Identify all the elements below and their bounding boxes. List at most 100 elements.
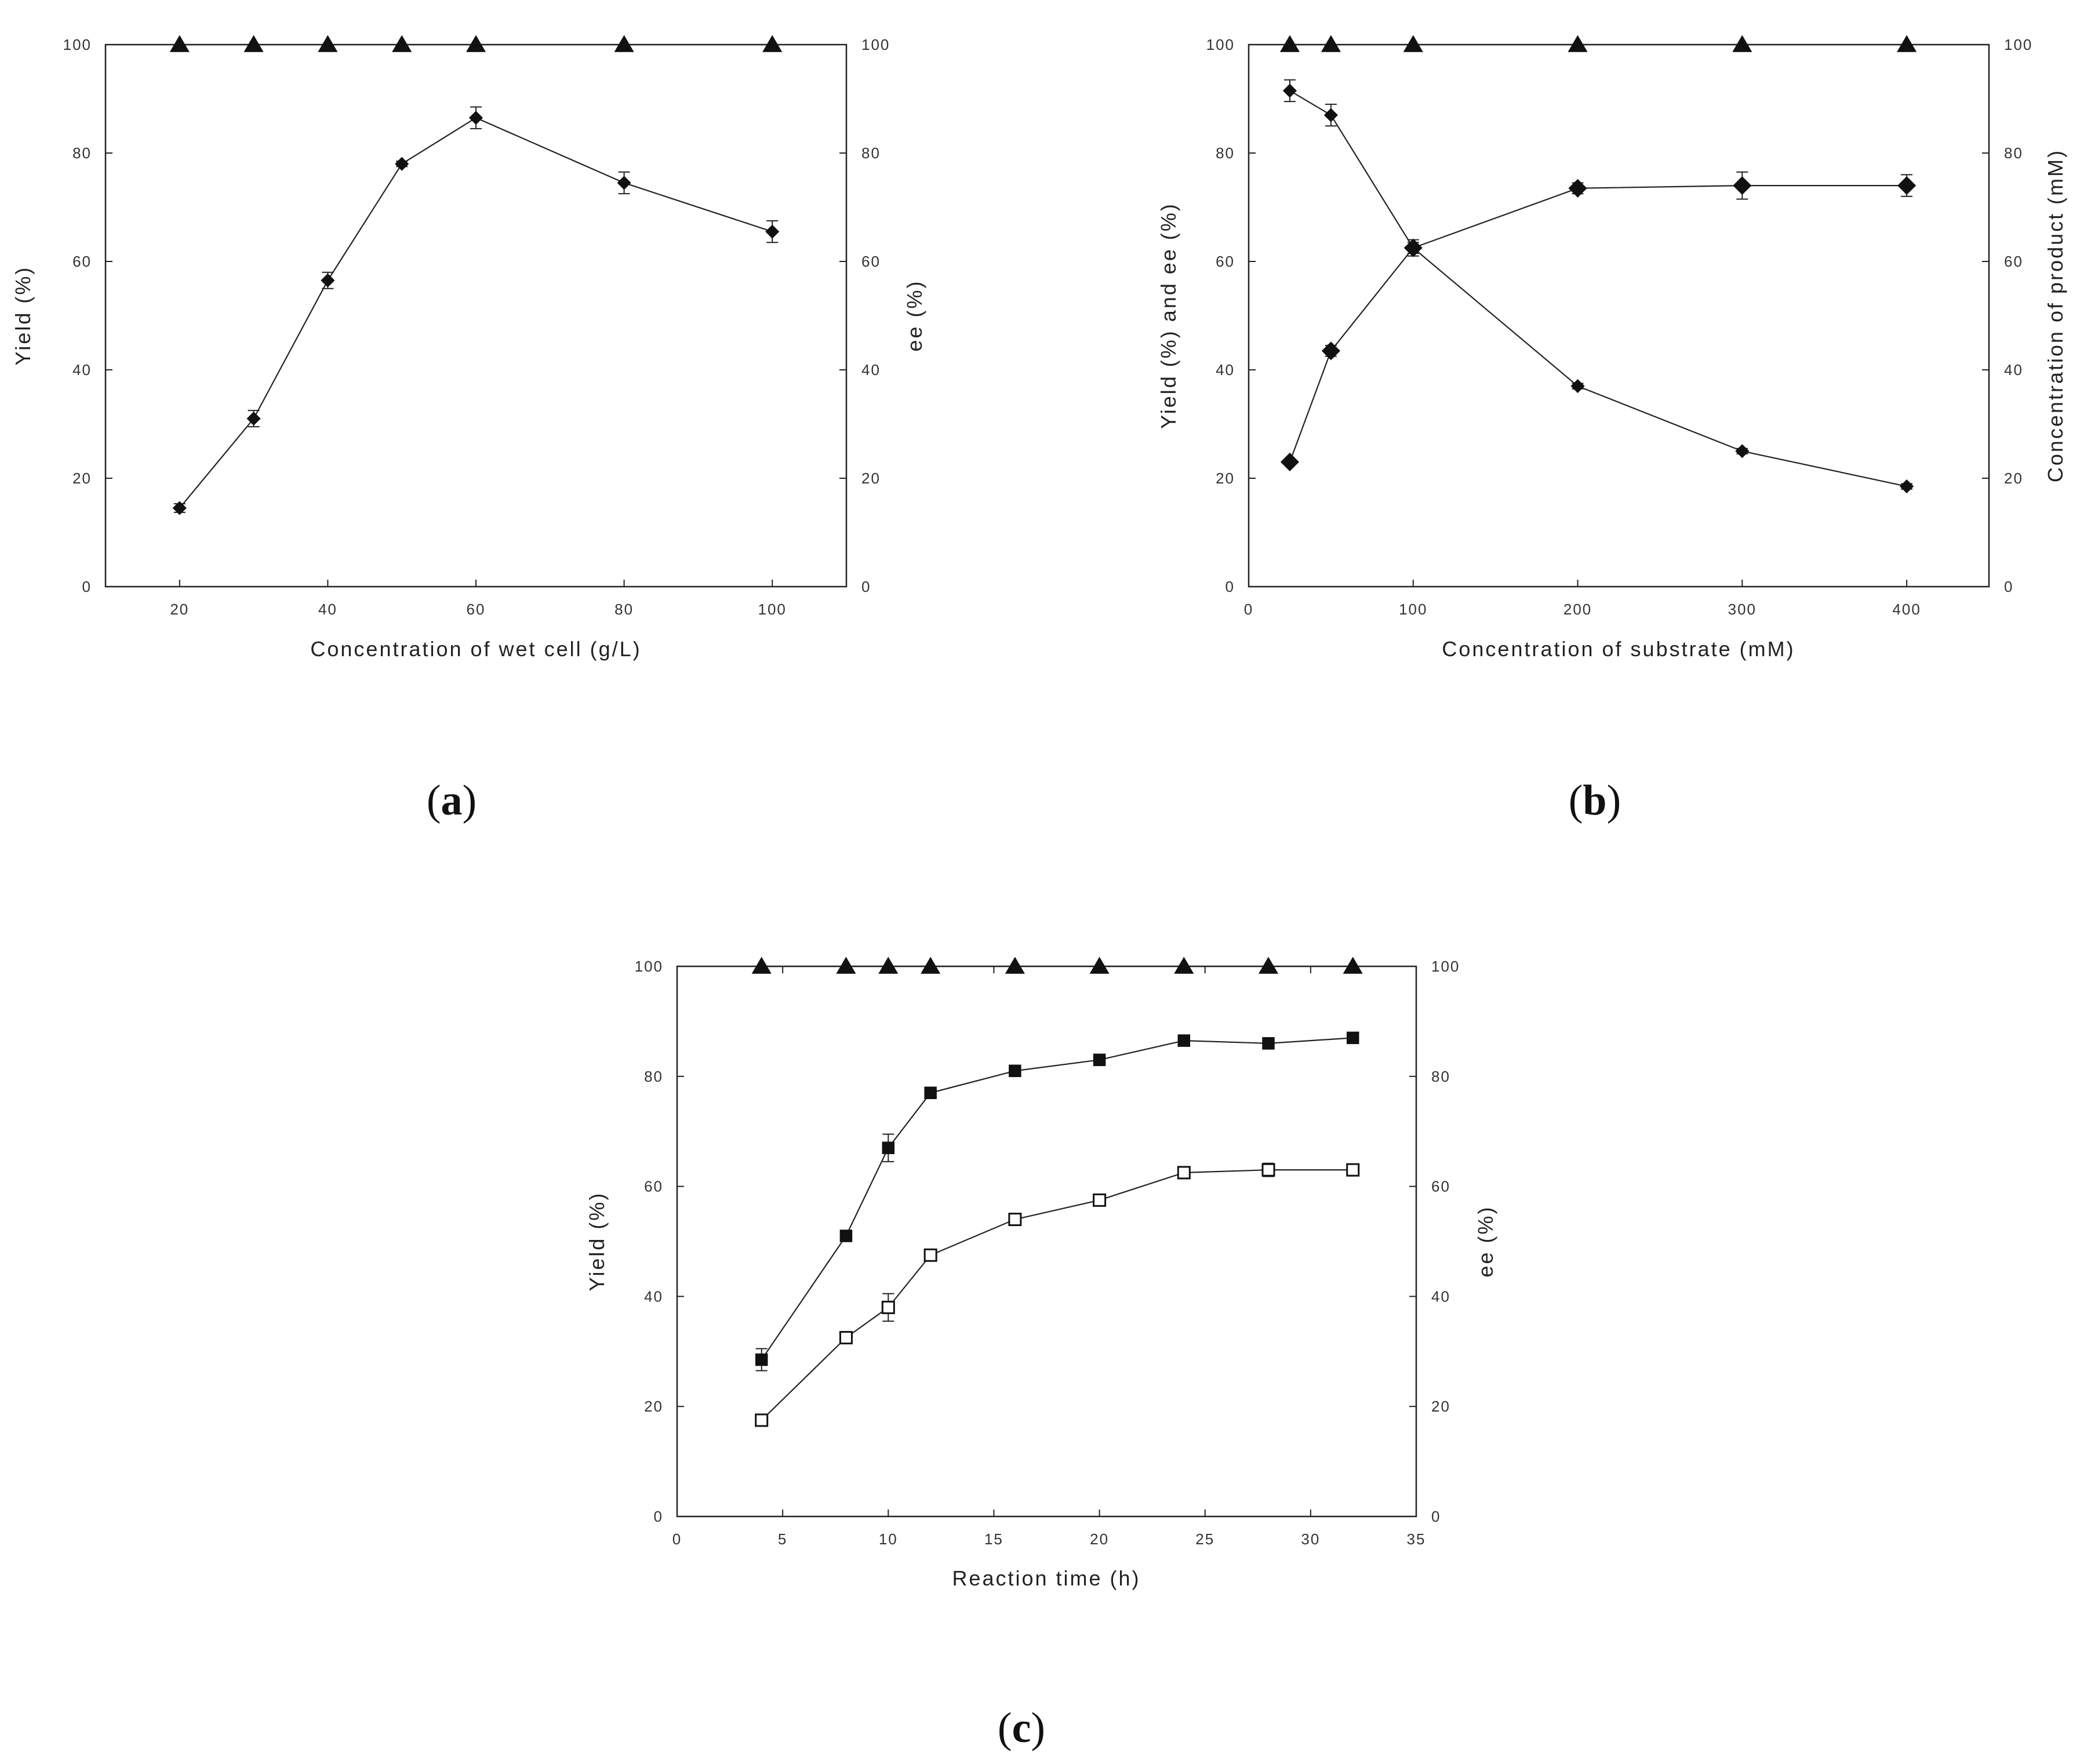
data-point — [1403, 238, 1423, 257]
data-point — [169, 35, 190, 52]
data-point — [1568, 179, 1587, 198]
data-point — [1009, 1064, 1021, 1078]
panel-label-open-paren: ( — [1569, 777, 1583, 824]
series-1-diamond-filled-large — [1280, 171, 1917, 472]
x-tick-label: 20 — [1090, 1530, 1109, 1548]
data-point — [395, 157, 409, 171]
y-tick-label: 40 — [72, 361, 92, 379]
data-point — [392, 35, 412, 52]
panel-label: (a) — [427, 777, 477, 824]
panel-label: (c) — [998, 1704, 1045, 1752]
y2-axis-label: ee (%) — [903, 279, 926, 351]
data-point — [762, 35, 783, 52]
chart-panel-a: 20 40 60 80 100 0 20 40 60 80 100 0 20 40 60 80 100 Conce… — [11, 35, 926, 824]
series-line — [761, 1169, 1353, 1421]
y2-tick-label: 40 — [1431, 1287, 1450, 1305]
data-point — [1568, 35, 1588, 52]
y-tick-label: 100 — [1206, 36, 1235, 53]
data-point — [1403, 35, 1423, 52]
data-point — [755, 1413, 769, 1427]
data-point — [1733, 176, 1752, 195]
data-point — [1735, 444, 1750, 459]
series-line — [761, 1037, 1353, 1361]
data-point — [1008, 1213, 1022, 1227]
data-point — [246, 412, 261, 426]
data-point — [1346, 1031, 1359, 1045]
series-line — [179, 117, 773, 509]
data-point — [1177, 1034, 1191, 1047]
y-tick-label: 0 — [82, 578, 92, 595]
y-tick-label: 60 — [72, 253, 92, 270]
y2-tick-label: 80 — [861, 144, 881, 162]
data-point — [1323, 108, 1338, 122]
y2-tick-label: 100 — [861, 36, 890, 53]
y2-tick-label: 20 — [1431, 1398, 1450, 1415]
y-axis-label: Yield (%) — [585, 1192, 609, 1292]
panel-label-close-paren: ) — [1607, 777, 1621, 824]
y-tick-label: 20 — [1216, 470, 1235, 487]
data-point — [1321, 35, 1341, 52]
x-axis-label: Concentration of wet cell (g/L) — [310, 637, 641, 661]
data-point — [1177, 1166, 1191, 1180]
y2-tick-label: 0 — [861, 578, 871, 595]
panel-label: (b) — [1569, 777, 1621, 824]
series-2-triangle-filled — [1279, 35, 1917, 52]
y-tick-label: 100 — [635, 958, 663, 975]
y2-tick-label: 0 — [1431, 1508, 1441, 1525]
panel-label-letter: b — [1583, 777, 1606, 824]
data-point — [1279, 35, 1300, 52]
y-tick-label: 40 — [1216, 361, 1235, 379]
y-tick-label: 60 — [1216, 253, 1235, 270]
x-tick-label: 60 — [467, 601, 486, 618]
y-tick-label: 0 — [1225, 578, 1235, 595]
y2-axis-label: ee (%) — [1474, 1205, 1497, 1277]
data-point — [1261, 1163, 1275, 1177]
data-point — [1570, 379, 1585, 394]
y2-tick-label: 100 — [2004, 36, 2032, 53]
y-tick-label: 60 — [644, 1178, 663, 1195]
y-axis-label: Yield (%) and ee (%) — [1157, 202, 1180, 429]
data-point — [1732, 35, 1752, 52]
y-tick-label: 80 — [1216, 144, 1235, 162]
data-point — [1258, 956, 1279, 974]
data-point — [839, 1230, 853, 1242]
x-tick-label: 40 — [318, 601, 337, 618]
panel-label-close-paren: ) — [1031, 1704, 1045, 1752]
chart-panel-b: 0 100 200 300 400 0 20 40 60 80 100 0 20 40 60 80 100 Con… — [1157, 35, 2067, 824]
series-0-diamond-filled — [172, 106, 780, 515]
data-point — [1897, 176, 1917, 195]
x-tick-label: 10 — [879, 1530, 898, 1548]
x-tick-label: 5 — [778, 1530, 787, 1548]
x-axis-label: Reaction time (h) — [952, 1566, 1140, 1590]
x-tick-label: 30 — [1301, 1530, 1320, 1548]
x-tick-label: 80 — [614, 601, 634, 618]
data-point — [1089, 956, 1110, 974]
data-point — [755, 1353, 768, 1366]
series-line — [1289, 90, 1907, 488]
x-tick-label: 0 — [1244, 601, 1253, 618]
data-point — [1280, 452, 1300, 472]
data-point — [172, 501, 187, 515]
data-point — [839, 1331, 853, 1345]
x-tick-label: 25 — [1195, 1530, 1214, 1548]
y2-axis-label: Concentration of product (mM) — [2043, 149, 2067, 482]
plot-frame — [676, 965, 1417, 1518]
panel-label-letter: c — [1012, 1704, 1031, 1752]
series-2-triangle-filled — [751, 956, 1363, 974]
panel-label-close-paren: ) — [463, 777, 477, 824]
y2-tick-label: 40 — [861, 361, 881, 379]
panel-label-open-paren: ( — [998, 1704, 1012, 1752]
y2-tick-label: 80 — [1431, 1068, 1450, 1085]
data-point — [1282, 83, 1297, 98]
data-point — [1093, 1193, 1107, 1207]
data-point — [765, 224, 780, 239]
y-tick-label: 40 — [644, 1287, 663, 1305]
series-0-square-filled — [755, 1031, 1359, 1372]
data-point — [923, 1248, 937, 1262]
data-point — [1321, 341, 1340, 361]
data-point — [1897, 35, 1917, 52]
series-line — [1289, 185, 1907, 463]
data-point — [321, 273, 335, 288]
chart-panel-c: 0 5 10 15 20 25 30 35 0 20 40 60 80 100 0 20 40 60 80 100 Re… — [585, 956, 1497, 1752]
